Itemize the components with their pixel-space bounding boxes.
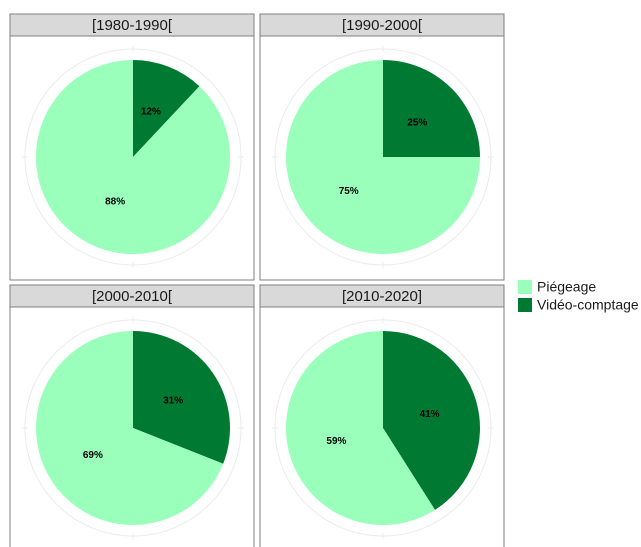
slice-label: 41% <box>420 409 440 420</box>
slice-label: 25% <box>407 117 427 128</box>
pie-slice <box>383 60 480 157</box>
legend-label: Vidéo-comptage <box>537 297 639 313</box>
slice-label: 75% <box>339 186 359 197</box>
slice-label: 88% <box>105 197 125 208</box>
legend-key <box>518 298 532 312</box>
slice-label: 12% <box>141 107 161 118</box>
facet-title: [1980-1990[ <box>92 17 173 34</box>
pie-slice <box>286 60 480 254</box>
pie-slice <box>36 330 224 525</box>
pie-slice <box>133 331 231 464</box>
legend-key <box>518 280 532 294</box>
slice-label: 69% <box>83 450 103 461</box>
facet-title: [2010-2020] <box>342 288 422 305</box>
pie-slice <box>383 330 481 510</box>
legend-label: Piégeage <box>537 279 596 295</box>
slice-label: 59% <box>326 436 346 447</box>
pie-slice <box>133 60 200 157</box>
pie-slice <box>35 60 230 254</box>
pie-slice <box>286 331 435 525</box>
facet-title: [1990-2000[ <box>342 17 423 34</box>
facet-title: [2000-2010[ <box>92 288 173 305</box>
slice-label: 31% <box>163 395 183 406</box>
